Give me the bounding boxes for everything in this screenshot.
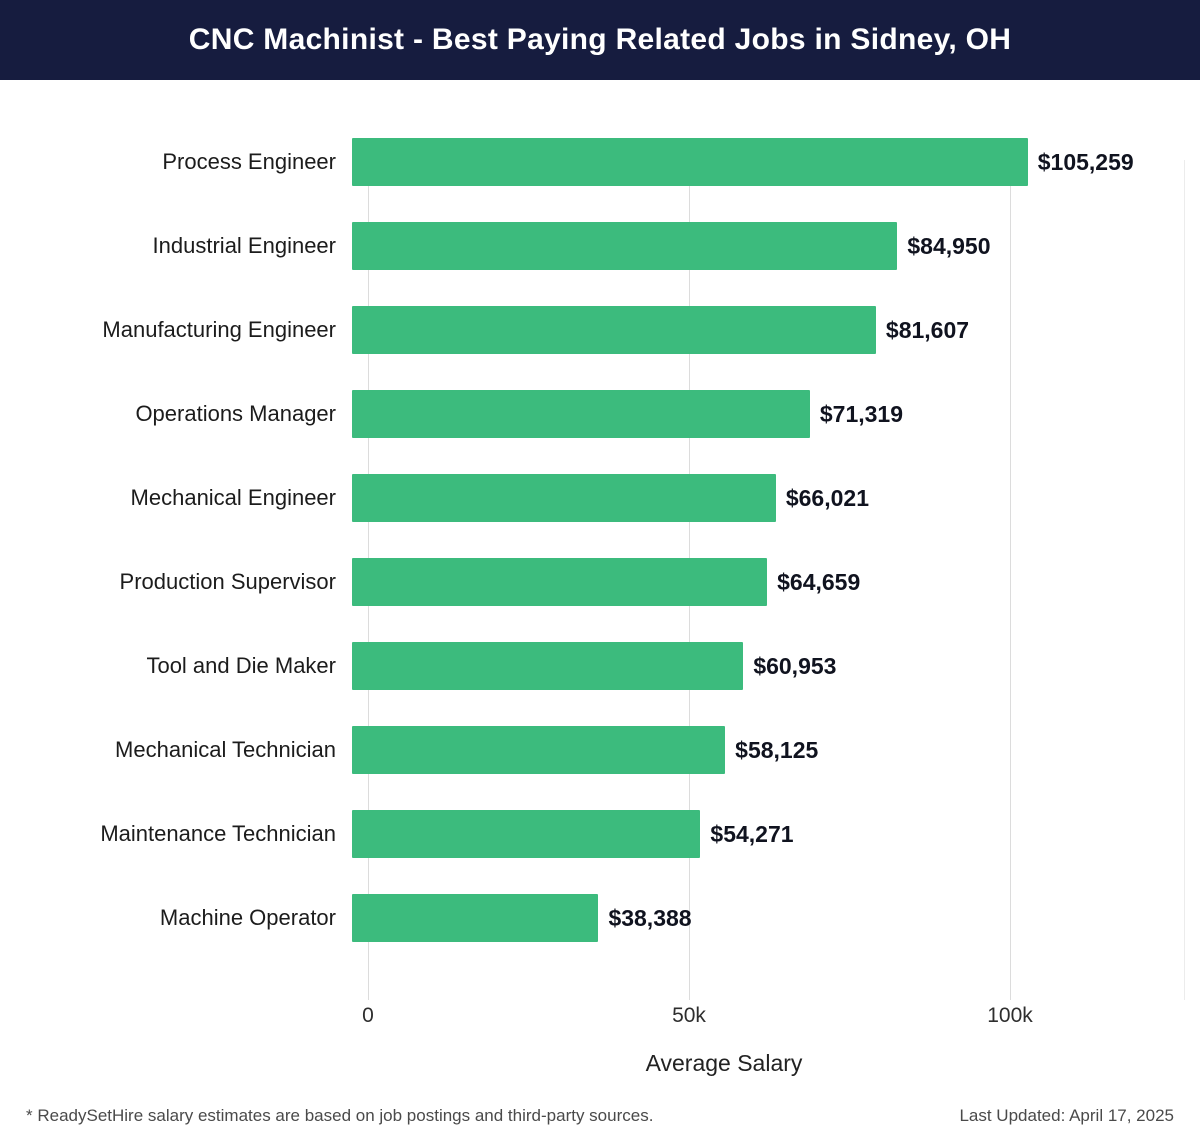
salary-bar (352, 810, 701, 858)
category-label: Mechanical Technician (115, 737, 336, 762)
value-label: $54,271 (710, 820, 794, 847)
bar-row: Tool and Die Maker $60,953 (0, 624, 1200, 708)
category-label: Process Engineer (162, 149, 336, 174)
bar-row: Process Engineer $105,259 (0, 120, 1200, 204)
salary-bar (352, 726, 726, 774)
header-bar: CNC Machinist - Best Paying Related Jobs… (0, 0, 1200, 80)
bar-area: $105,259 (352, 138, 1200, 186)
bar-row: Mechanical Technician $58,125 (0, 708, 1200, 792)
bar-row: Machine Operator $38,388 (0, 876, 1200, 960)
category-label: Tool and Die Maker (146, 653, 336, 678)
category-label: Maintenance Technician (100, 821, 336, 846)
x-axis-label: Average Salary (645, 1050, 803, 1076)
bar-area: $81,607 (352, 306, 1200, 354)
page-title: CNC Machinist - Best Paying Related Jobs… (188, 23, 1012, 56)
value-label: $84,950 (907, 232, 991, 259)
value-label: $60,953 (753, 652, 837, 679)
category-label: Operations Manager (135, 401, 336, 426)
category-label: Manufacturing Engineer (102, 317, 336, 342)
x-axis-label-wrap: Average Salary (368, 1036, 1080, 1077)
bar-row: Industrial Engineer $84,950 (0, 204, 1200, 288)
value-label: $64,659 (777, 568, 861, 595)
x-axis-ticks: 0 50k 100k (0, 1000, 1200, 1036)
footer-disclaimer: * ReadySetHire salary estimates are base… (26, 1106, 654, 1125)
value-label: $81,607 (885, 316, 970, 343)
value-label: $105,259 (1037, 148, 1134, 175)
x-tick-label: 50k (672, 1004, 706, 1027)
bar-area: $60,953 (352, 642, 1200, 690)
salary-bar (352, 222, 898, 270)
bar-row: Operations Manager $71,319 (0, 372, 1200, 456)
category-label: Mechanical Engineer (130, 485, 336, 510)
value-label: $71,319 (819, 400, 903, 427)
bar-area: $58,125 (352, 726, 1200, 774)
category-label: Industrial Engineer (152, 233, 336, 258)
footer: * ReadySetHire salary estimates are base… (0, 1106, 1200, 1126)
value-label: $38,388 (608, 904, 692, 931)
bar-area: $71,319 (352, 390, 1200, 438)
salary-bar (352, 642, 744, 690)
bar-area: $38,388 (352, 894, 1200, 942)
x-tick-label: 0 (362, 1004, 374, 1027)
bar-rows: Process Engineer $105,259 Industrial Engin… (0, 120, 1200, 960)
bar-row: Mechanical Engineer $66,021 (0, 456, 1200, 540)
salary-bar (352, 138, 1028, 186)
salary-bar (352, 894, 599, 942)
footer-last-updated: Last Updated: April 17, 2025 (959, 1106, 1174, 1125)
category-label: Production Supervisor (119, 569, 336, 594)
x-tick-label: 100k (987, 1004, 1033, 1027)
bar-area: $66,021 (352, 474, 1200, 522)
value-label: $58,125 (735, 736, 819, 763)
bar-area: $54,271 (352, 810, 1200, 858)
salary-bar (352, 306, 876, 354)
gridline (1010, 160, 1011, 1000)
bar-chart: Process Engineer $105,259 Industrial Engin… (0, 120, 1200, 1000)
salary-bar (352, 474, 776, 522)
bar-row: Manufacturing Engineer $81,607 (0, 288, 1200, 372)
bar-area: $64,659 (352, 558, 1200, 606)
value-label: $66,021 (785, 484, 869, 511)
bar-row: Production Supervisor $64,659 (0, 540, 1200, 624)
category-label: Machine Operator (159, 905, 336, 930)
salary-bar (352, 390, 810, 438)
bar-row: Maintenance Technician $54,271 (0, 792, 1200, 876)
bar-area: $84,950 (352, 222, 1200, 270)
salary-bar (352, 558, 768, 606)
